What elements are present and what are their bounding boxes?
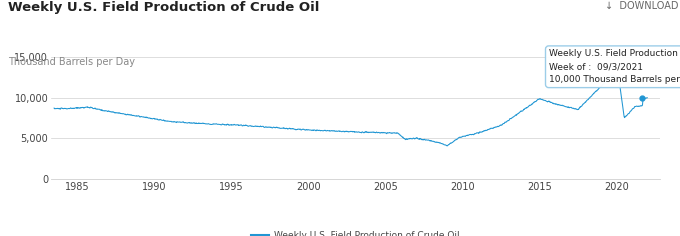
Legend: Weekly U.S. Field Production of Crude Oil: Weekly U.S. Field Production of Crude Oi… (248, 227, 463, 236)
Text: Weekly U.S. Field Production of Crude Oil
Week of :  09/3/2021
10,000 Thousand B: Weekly U.S. Field Production of Crude Oi… (549, 49, 680, 84)
Text: ↓  DOWNLOAD: ↓ DOWNLOAD (605, 1, 679, 11)
Text: Weekly U.S. Field Production of Crude Oil: Weekly U.S. Field Production of Crude Oi… (8, 1, 320, 14)
Text: Thousand Barrels per Day: Thousand Barrels per Day (8, 57, 135, 67)
